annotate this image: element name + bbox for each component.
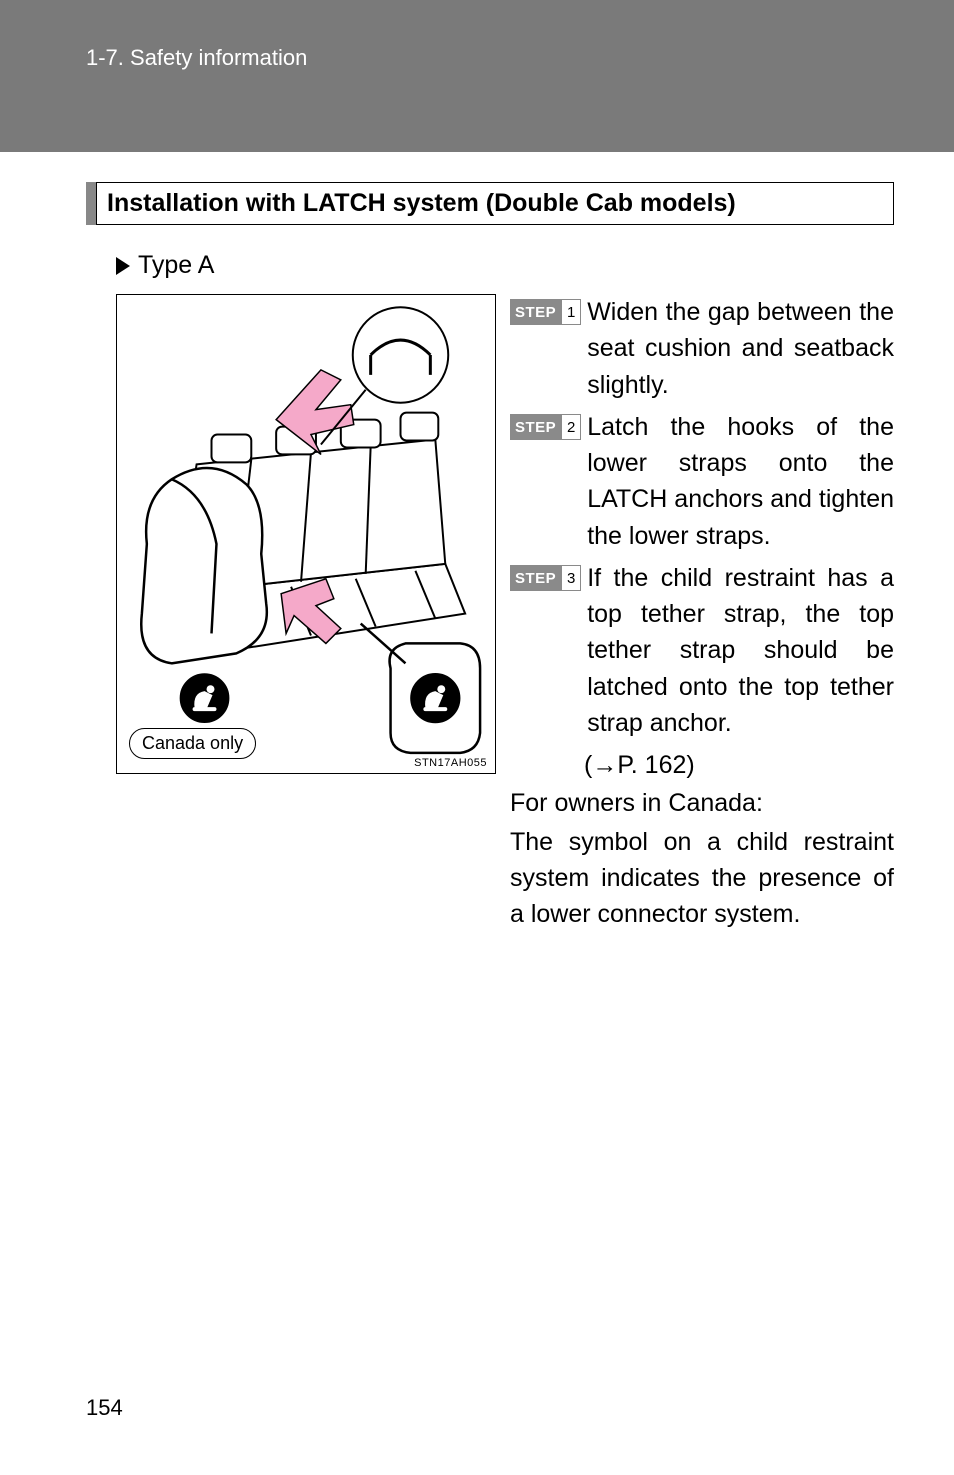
header-band: 1-7. Safety information — [0, 0, 954, 152]
content-area: Installation with LATCH system (Double C… — [0, 152, 954, 932]
step-badge-1: STEP 1 — [510, 299, 581, 325]
step-text-1: Widen the gap between the seat cushion a… — [587, 294, 894, 403]
canada-only-label: Canada only — [129, 728, 256, 759]
step-row-2: STEP 2 Latch the hooks of the lower stra… — [510, 409, 894, 554]
triangle-right-icon — [116, 257, 130, 275]
section-heading-text: Installation with LATCH system (Double C… — [96, 182, 894, 225]
latch-install-illustration — [117, 295, 495, 773]
step-badge-2: STEP 2 — [510, 414, 581, 440]
step-badge-label: STEP — [510, 414, 561, 440]
step-badge-number: 1 — [561, 299, 581, 325]
step-badge-number: 2 — [561, 414, 581, 440]
section-heading-bar — [86, 182, 96, 225]
step-row-1: STEP 1 Widen the gap between the seat cu… — [510, 294, 894, 403]
step-badge-label: STEP — [510, 299, 561, 325]
step-text-3: If the child restraint has a top tether … — [587, 560, 894, 741]
figure-reference-code: STN17AH055 — [414, 757, 487, 769]
steps-column: STEP 1 Widen the gap between the seat cu… — [510, 294, 894, 932]
canada-owners-heading: For owners in Canada: — [510, 785, 894, 821]
figure-box: Canada only STN17AH055 — [116, 294, 496, 774]
arrow-right-icon: → — [592, 751, 617, 779]
step-row-3: STEP 3 If the child restraint has a top … — [510, 560, 894, 741]
page-number: 154 — [86, 1395, 123, 1421]
section-heading: Installation with LATCH system (Double C… — [86, 182, 894, 225]
step-text-2: Latch the hooks of the lower straps onto… — [587, 409, 894, 554]
subtype-label: Type A — [138, 251, 214, 280]
step-badge-label: STEP — [510, 565, 561, 591]
breadcrumb: 1-7. Safety information — [86, 45, 307, 71]
subtype-row: Type A — [116, 251, 894, 280]
step-badge-number: 3 — [561, 565, 581, 591]
step-badge-3: STEP 3 — [510, 565, 581, 591]
two-column-layout: Canada only STN17AH055 STEP 1 Widen the … — [116, 294, 894, 932]
step-3-subref: (→P. 162) — [584, 747, 894, 783]
canada-owners-body: The symbol on a child restraint system i… — [510, 824, 894, 933]
